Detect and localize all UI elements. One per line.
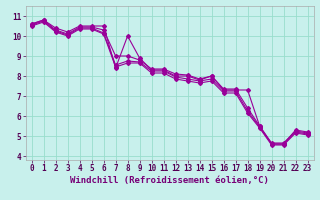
X-axis label: Windchill (Refroidissement éolien,°C): Windchill (Refroidissement éolien,°C) bbox=[70, 176, 269, 185]
